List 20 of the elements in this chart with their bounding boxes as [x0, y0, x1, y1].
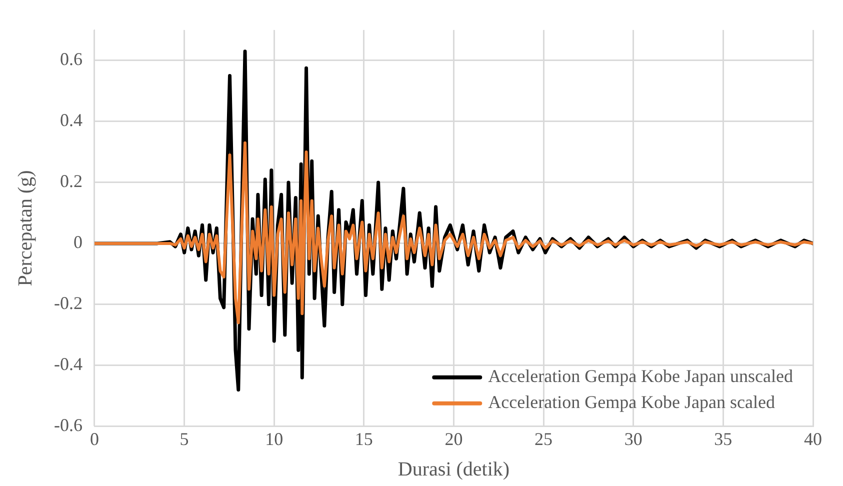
x-tick-label: 30 [624, 428, 642, 449]
x-tick-label: 20 [444, 428, 463, 449]
y-tick-label: -0.4 [54, 354, 82, 374]
x-tick-label: 15 [354, 428, 373, 449]
x-tick-label: 25 [534, 428, 553, 449]
y-tick-label: -0.6 [54, 415, 82, 436]
x-tick-label: 5 [180, 428, 189, 449]
y-axis-title: Percepatan (g) [14, 170, 36, 286]
x-tick-label: 40 [804, 428, 822, 449]
y-tick-label: 0.4 [60, 110, 82, 130]
legend-label: Acceleration Gempa Kobe Japan scaled [488, 392, 776, 412]
x-tick-label: 35 [714, 428, 732, 449]
x-tick-label: 0 [90, 428, 99, 449]
y-tick-label: 0 [73, 232, 82, 252]
x-axis-title: Durasi (detik) [398, 458, 510, 480]
y-tick-label: -0.2 [54, 293, 82, 314]
y-tick-label: 0.6 [60, 49, 82, 70]
x-tick-label: 10 [265, 428, 284, 449]
legend-label: Acceleration Gempa Kobe Japan unscaled [488, 366, 794, 386]
y-tick-label: 0.2 [60, 171, 82, 192]
